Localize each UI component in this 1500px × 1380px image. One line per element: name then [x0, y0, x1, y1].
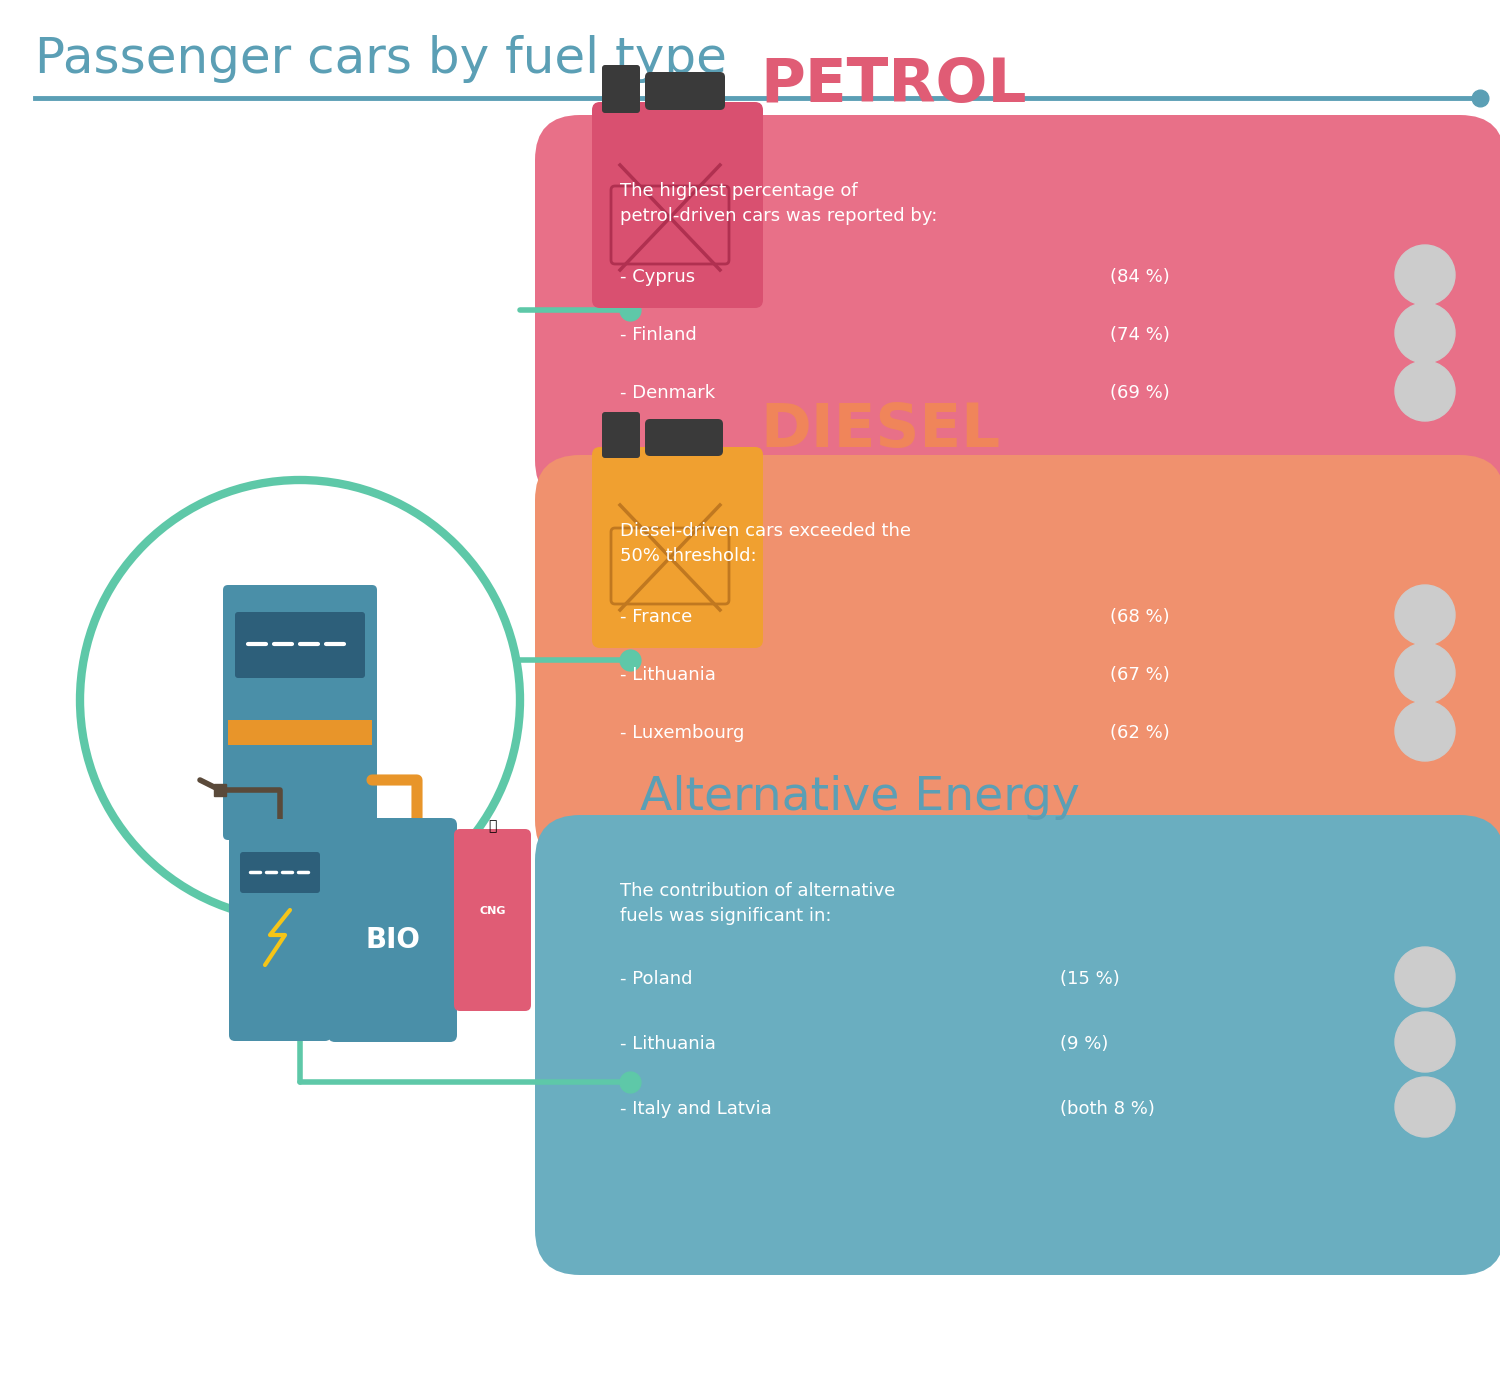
- Circle shape: [1395, 304, 1455, 363]
- Text: (84 %): (84 %): [1110, 268, 1170, 286]
- FancyBboxPatch shape: [602, 65, 640, 113]
- Text: Diesel-driven cars exceeded the
50% threshold:: Diesel-driven cars exceeded the 50% thre…: [620, 522, 910, 564]
- Text: - Finland: - Finland: [620, 326, 696, 344]
- FancyBboxPatch shape: [592, 102, 764, 308]
- Text: The highest percentage of
petrol-driven cars was reported by:: The highest percentage of petrol-driven …: [620, 182, 938, 225]
- Circle shape: [1395, 1076, 1455, 1137]
- Text: (62 %): (62 %): [1110, 724, 1170, 742]
- FancyBboxPatch shape: [454, 829, 531, 1012]
- Text: PETROL: PETROL: [760, 57, 1026, 115]
- Circle shape: [1395, 362, 1455, 421]
- Text: (68 %): (68 %): [1110, 609, 1170, 627]
- Circle shape: [1395, 701, 1455, 760]
- Text: - France: - France: [620, 609, 692, 627]
- FancyBboxPatch shape: [230, 818, 332, 1041]
- FancyBboxPatch shape: [592, 447, 764, 649]
- Text: BIO: BIO: [364, 926, 420, 955]
- Circle shape: [1395, 1012, 1455, 1072]
- FancyBboxPatch shape: [645, 72, 724, 110]
- FancyBboxPatch shape: [240, 851, 320, 893]
- Text: - Italy and Latvia: - Italy and Latvia: [620, 1100, 771, 1118]
- Text: - Denmark: - Denmark: [620, 384, 716, 402]
- FancyBboxPatch shape: [536, 115, 1500, 505]
- FancyBboxPatch shape: [536, 455, 1500, 865]
- Text: DIESEL: DIESEL: [760, 402, 1000, 460]
- Text: CNG: CNG: [480, 907, 506, 916]
- Circle shape: [1395, 585, 1455, 644]
- FancyBboxPatch shape: [236, 611, 364, 678]
- FancyBboxPatch shape: [228, 720, 372, 745]
- Text: (both 8 %): (both 8 %): [1060, 1100, 1155, 1118]
- FancyBboxPatch shape: [602, 413, 640, 458]
- Text: (9 %): (9 %): [1060, 1035, 1108, 1053]
- Circle shape: [1395, 246, 1455, 305]
- Text: (74 %): (74 %): [1110, 326, 1170, 344]
- FancyBboxPatch shape: [645, 420, 723, 455]
- Text: Passenger cars by fuel type: Passenger cars by fuel type: [34, 34, 728, 83]
- Text: - Lithuania: - Lithuania: [620, 1035, 716, 1053]
- Circle shape: [1395, 947, 1455, 1007]
- Text: - Luxembourg: - Luxembourg: [620, 724, 744, 742]
- Circle shape: [1395, 643, 1455, 702]
- FancyBboxPatch shape: [536, 816, 1500, 1275]
- Text: (69 %): (69 %): [1110, 384, 1170, 402]
- Text: 🔥: 🔥: [489, 818, 496, 834]
- FancyBboxPatch shape: [328, 818, 458, 1042]
- FancyBboxPatch shape: [224, 585, 376, 840]
- Text: (67 %): (67 %): [1110, 667, 1170, 684]
- Text: - Poland: - Poland: [620, 970, 693, 988]
- Text: Alternative Energy: Alternative Energy: [640, 776, 1080, 820]
- Text: The contribution of alternative
fuels was significant in:: The contribution of alternative fuels wa…: [620, 882, 896, 925]
- Text: - Cyprus: - Cyprus: [620, 268, 695, 286]
- Text: (15 %): (15 %): [1060, 970, 1119, 988]
- Text: - Lithuania: - Lithuania: [620, 667, 716, 684]
